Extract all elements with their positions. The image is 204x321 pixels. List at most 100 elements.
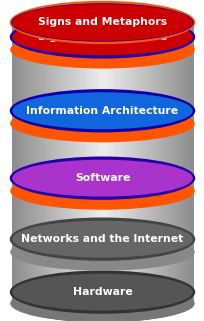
Bar bbox=[181, 22, 183, 302]
Ellipse shape bbox=[10, 285, 194, 321]
Ellipse shape bbox=[10, 172, 194, 210]
Bar bbox=[116, 22, 118, 302]
Bar bbox=[58, 22, 60, 302]
Bar bbox=[24, 22, 26, 302]
Ellipse shape bbox=[12, 4, 192, 41]
Bar bbox=[13, 22, 15, 302]
Bar bbox=[26, 22, 27, 302]
Bar bbox=[174, 22, 175, 302]
Bar bbox=[117, 22, 119, 302]
Text: Signs and Metaphors: Signs and Metaphors bbox=[38, 17, 166, 28]
Bar bbox=[128, 22, 130, 302]
Bar bbox=[158, 22, 160, 302]
Bar bbox=[88, 22, 90, 302]
Bar bbox=[93, 22, 95, 302]
Text: Software: Software bbox=[74, 173, 130, 183]
Bar bbox=[87, 22, 89, 302]
Text: Hardware: Hardware bbox=[72, 287, 132, 297]
Bar bbox=[152, 22, 154, 302]
Ellipse shape bbox=[10, 157, 194, 200]
Bar bbox=[137, 22, 139, 302]
Bar bbox=[39, 22, 40, 302]
Bar bbox=[104, 22, 105, 302]
Bar bbox=[115, 22, 116, 302]
Bar bbox=[41, 22, 43, 302]
Bar bbox=[121, 22, 122, 302]
Bar bbox=[140, 22, 142, 302]
Bar bbox=[153, 22, 155, 302]
Bar bbox=[99, 22, 101, 302]
Bar bbox=[17, 22, 19, 302]
Bar bbox=[77, 22, 79, 302]
Bar bbox=[134, 22, 135, 302]
Bar bbox=[35, 22, 37, 302]
Bar bbox=[103, 22, 104, 302]
Bar bbox=[89, 22, 91, 302]
Bar bbox=[47, 22, 49, 302]
Bar bbox=[182, 22, 184, 302]
Bar bbox=[101, 22, 103, 302]
Bar bbox=[173, 22, 174, 302]
Bar bbox=[91, 22, 92, 302]
Bar bbox=[191, 22, 192, 302]
Bar bbox=[100, 22, 102, 302]
Bar bbox=[80, 22, 81, 302]
Bar bbox=[62, 22, 63, 302]
Ellipse shape bbox=[10, 105, 194, 143]
Bar bbox=[92, 22, 93, 302]
Bar bbox=[60, 22, 62, 302]
Bar bbox=[82, 22, 84, 302]
Bar bbox=[38, 22, 39, 302]
Bar bbox=[129, 22, 131, 302]
Bar bbox=[53, 22, 55, 302]
Bar bbox=[175, 22, 176, 302]
Bar bbox=[132, 22, 133, 302]
Bar bbox=[139, 22, 140, 302]
Bar bbox=[30, 22, 32, 302]
Bar bbox=[96, 22, 98, 302]
Ellipse shape bbox=[10, 89, 194, 133]
Bar bbox=[71, 22, 73, 302]
Bar bbox=[188, 22, 190, 302]
Bar bbox=[144, 22, 145, 302]
Bar bbox=[183, 22, 185, 302]
Bar bbox=[157, 22, 159, 302]
Bar bbox=[124, 22, 126, 302]
Bar bbox=[54, 22, 56, 302]
Bar bbox=[165, 22, 167, 302]
Bar bbox=[36, 22, 38, 302]
Bar bbox=[130, 22, 132, 302]
Bar bbox=[166, 22, 168, 302]
Bar bbox=[148, 22, 150, 302]
Bar bbox=[42, 22, 44, 302]
Bar bbox=[168, 22, 169, 302]
Bar bbox=[75, 22, 76, 302]
Bar bbox=[123, 22, 125, 302]
Bar bbox=[23, 22, 25, 302]
Ellipse shape bbox=[10, 270, 194, 314]
Bar bbox=[79, 22, 80, 302]
Bar bbox=[64, 22, 66, 302]
Bar bbox=[33, 22, 34, 302]
Ellipse shape bbox=[10, 15, 194, 59]
Bar bbox=[69, 22, 70, 302]
Bar bbox=[74, 22, 75, 302]
Bar bbox=[31, 22, 33, 302]
Bar bbox=[28, 22, 30, 302]
Ellipse shape bbox=[12, 273, 192, 311]
Bar bbox=[52, 22, 54, 302]
Ellipse shape bbox=[12, 221, 192, 257]
Bar bbox=[72, 22, 74, 302]
Bar bbox=[57, 22, 58, 302]
Bar bbox=[147, 22, 149, 302]
Bar bbox=[15, 22, 16, 302]
Bar bbox=[106, 22, 108, 302]
Bar bbox=[112, 22, 114, 302]
Bar bbox=[81, 22, 83, 302]
Bar bbox=[122, 22, 123, 302]
Bar bbox=[65, 22, 67, 302]
Text: Information Architecture: Information Architecture bbox=[26, 106, 178, 116]
Bar bbox=[189, 22, 191, 302]
Bar bbox=[125, 22, 127, 302]
Bar bbox=[150, 22, 151, 302]
